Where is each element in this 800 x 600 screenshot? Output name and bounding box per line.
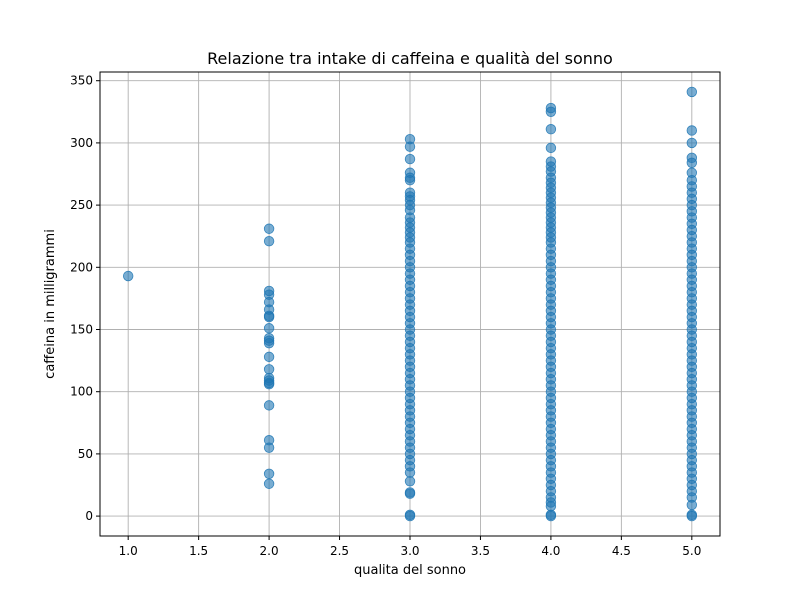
scatter-point	[263, 323, 275, 334]
x-tick-label: 4.5	[612, 544, 631, 558]
scatter-point	[545, 124, 557, 135]
scatter-point	[263, 364, 275, 375]
scatter-point	[545, 500, 557, 512]
scatter-point	[404, 141, 416, 152]
scatter-point	[545, 142, 557, 154]
axis-ticks: 1.0 1.5 2.0 2.5 3.0 3.5 4.0 4.5 5.0 0 50 100 150 200 2…	[70, 74, 701, 558]
scatter-point	[263, 235, 275, 247]
scatter-point	[686, 510, 698, 522]
x-tick-label: 3.0	[400, 544, 419, 558]
x-axis-label: qualita del sonno	[354, 563, 466, 578]
scatter-point	[263, 337, 275, 349]
scatter-point	[686, 86, 698, 98]
scatter-point	[122, 270, 134, 282]
scatter-point	[263, 351, 275, 363]
scatter-point	[545, 510, 557, 522]
scatter-point	[263, 478, 275, 489]
scatter-point	[686, 499, 698, 511]
scatter-point	[404, 153, 416, 165]
x-tick-label: 1.0	[119, 544, 138, 558]
x-tick-label: 2.0	[260, 544, 279, 558]
x-tick-label: 3.5	[471, 544, 490, 558]
scatter-point	[404, 510, 416, 522]
y-tick-label: 150	[70, 323, 93, 337]
data-points	[122, 86, 698, 522]
y-tick-label: 50	[78, 447, 93, 461]
y-tick-label: 300	[70, 136, 93, 150]
x-tick-label: 1.5	[189, 544, 208, 558]
y-tick-label: 250	[70, 198, 93, 212]
scatter-point	[404, 467, 416, 478]
y-tick-label: 350	[70, 74, 93, 88]
scatter-point	[263, 379, 275, 390]
scatter-point	[263, 468, 275, 480]
y-axis-label: caffeina in milligrammi	[43, 229, 58, 379]
scatter-point	[404, 476, 416, 487]
x-tick-label: 2.5	[330, 544, 349, 558]
x-tick-label: 5.0	[682, 544, 701, 558]
y-tick-label: 200	[70, 260, 93, 274]
scatter-point	[404, 175, 416, 186]
y-tick-label: 0	[85, 509, 93, 523]
scatter-point	[545, 106, 557, 118]
scatter-point	[404, 488, 416, 499]
scatter-point	[686, 125, 698, 136]
scatter-point	[686, 137, 698, 149]
scatter-point	[686, 157, 698, 169]
x-tick-label: 4.0	[541, 544, 560, 558]
y-tick-label: 100	[70, 385, 93, 399]
scatter-point	[263, 400, 275, 411]
scatter-point	[263, 442, 275, 453]
scatter-point	[263, 223, 275, 234]
chart-title: Relazione tra intake di caffeina e quali…	[207, 49, 613, 68]
scatter-point	[263, 311, 275, 323]
